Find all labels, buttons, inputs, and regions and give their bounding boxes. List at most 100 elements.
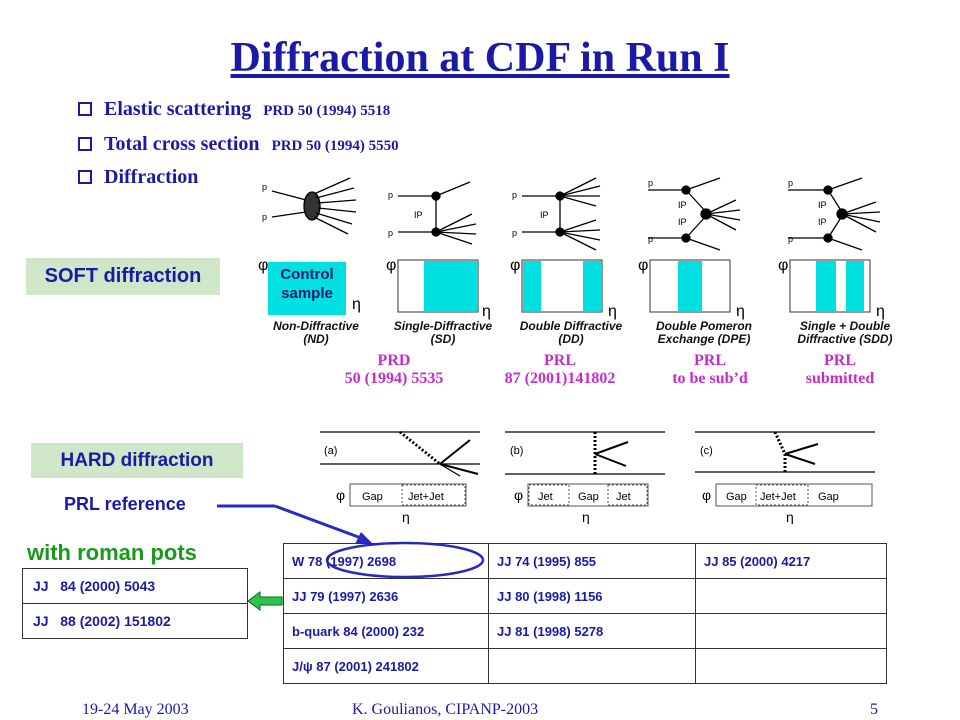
nd-diagram <box>271 177 357 235</box>
svg-text:φ: φ <box>638 257 648 274</box>
svg-text:IP: IP <box>818 217 827 227</box>
dd-shaded-bin-left <box>523 261 541 311</box>
table-cell <box>488 648 696 684</box>
svg-text:Jet+Jet: Jet+Jet <box>760 491 796 503</box>
table-cell: JJ 81 (1998) 5278 <box>488 613 696 649</box>
table-row: W 78 (1997) 2698 JJ 74 (1995) 855 JJ 85 … <box>283 543 887 579</box>
svg-text:p: p <box>788 178 793 188</box>
sd-shaded-bin <box>424 261 477 311</box>
svg-text:p: p <box>648 178 653 188</box>
svg-text:IP: IP <box>540 210 549 220</box>
control-line2: sample <box>281 285 333 302</box>
reference-table: W 78 (1997) 2698 JJ 74 (1995) 855 JJ 85 … <box>283 543 887 684</box>
bullet-text: Total cross section <box>104 133 260 155</box>
svg-text:p: p <box>388 228 393 238</box>
bullet-text: Diffraction <box>104 166 199 188</box>
table-cell: JJ 84 (2000) 5043 <box>22 568 248 604</box>
svg-text:η: η <box>736 303 745 320</box>
nd-eta-symbol: η <box>352 296 361 313</box>
soft-ref-dd: PRL 87 (2001)141802 <box>504 352 616 387</box>
svg-text:η: η <box>876 303 885 320</box>
svg-text:φ: φ <box>514 487 523 503</box>
svg-text:Gap: Gap <box>578 491 599 503</box>
roman-pots-table: JJ 84 (2000) 5043 JJ 88 (2002) 151802 <box>22 568 248 639</box>
table-row: J/ψ 87 (2001) 241802 <box>283 648 887 684</box>
table-cell: J/ψ 87 (2001) 241802 <box>283 648 489 684</box>
svg-text:IP: IP <box>818 200 827 210</box>
svg-text:p: p <box>262 212 267 222</box>
sdd-shaded-bin-right <box>846 261 864 311</box>
svg-text:Jet: Jet <box>616 491 631 503</box>
with-roman-pots-label: with roman pots <box>27 540 197 565</box>
soft-diffraction-label: SOFT diffraction <box>26 258 220 295</box>
svg-text:Gap: Gap <box>818 491 839 503</box>
svg-text:(a): (a) <box>324 445 337 457</box>
dpe-shaded-bin <box>678 261 702 311</box>
sd-diagram <box>398 181 477 245</box>
soft-diffraction-diagrams: p p p p IP p p IP p p IP IP p p IP IP φ … <box>258 177 885 320</box>
checkbox-bullet-icon <box>78 102 92 116</box>
table-cell <box>695 613 887 649</box>
svg-text:IP: IP <box>678 200 687 210</box>
svg-text:Gap: Gap <box>726 491 747 503</box>
svg-text:η: η <box>402 509 410 524</box>
hard-diffraction-diagrams: (a) (b) (c) Gap Jet+Jet Jet Gap Jet Gap … <box>320 430 875 524</box>
label-dpe: Double Pomeron Exchange (DPE) <box>655 319 752 346</box>
label-nd: Non-Diffractive (ND) <box>273 319 359 346</box>
soft-ref-dpe: PRL to be sub’d <box>672 352 748 387</box>
svg-text:φ: φ <box>258 257 268 274</box>
svg-text:p: p <box>388 190 393 200</box>
svg-text:IP: IP <box>678 217 687 227</box>
table-cell: JJ 88 (2002) 151802 <box>22 603 248 639</box>
svg-text:p: p <box>788 234 793 244</box>
table-cell: JJ 80 (1998) 1156 <box>488 578 696 614</box>
bullet-ref: PRD 50 (1994) 5550 <box>271 138 399 154</box>
svg-text:φ: φ <box>778 257 788 274</box>
svg-text:φ: φ <box>510 257 520 274</box>
table-row: b-quark 84 (2000) 232 JJ 81 (1998) 5278 <box>283 613 887 649</box>
soft-ref-sdd: PRL submitted <box>805 352 875 387</box>
table-cell <box>695 578 887 614</box>
bullet-diffraction: Diffraction <box>78 166 198 189</box>
svg-text:φ: φ <box>336 487 345 503</box>
table-cell: JJ 74 (1995) 855 <box>488 543 696 579</box>
label-dd: Double Diffractive (DD) <box>519 319 623 346</box>
control-line1: Control <box>280 266 334 283</box>
footer-page-number: 5 <box>870 701 878 718</box>
svg-text:p: p <box>262 182 267 192</box>
soft-ref-sd: PRD 50 (1994) 5535 <box>344 352 444 387</box>
table-cell: JJ 85 (2000) 4217 <box>695 543 887 579</box>
svg-text:Gap: Gap <box>362 491 383 503</box>
svg-text:Jet+Jet: Jet+Jet <box>408 491 444 503</box>
table-cell <box>695 648 887 684</box>
svg-text:η: η <box>786 509 794 524</box>
hard-diffraction-label: HARD diffraction <box>31 443 243 478</box>
table-cell: b-quark 84 (2000) 232 <box>283 613 489 649</box>
table-row: JJ 79 (1997) 2636 JJ 80 (1998) 1156 <box>283 578 887 614</box>
sdd-shaded-bin-left <box>816 261 836 311</box>
bullet-total: Total cross section PRD 50 (1994) 5550 <box>78 133 399 156</box>
sdd-diagram <box>788 177 881 251</box>
svg-text:p: p <box>512 228 517 238</box>
svg-text:p: p <box>648 234 653 244</box>
svg-text:(c): (c) <box>700 445 713 457</box>
svg-text:IP: IP <box>414 210 423 220</box>
checkbox-bullet-icon <box>78 170 92 184</box>
dd-shaded-bin-right <box>583 261 601 311</box>
svg-text:Jet: Jet <box>538 491 553 503</box>
dd-diagram <box>522 177 601 251</box>
table-cell: JJ 79 (1997) 2636 <box>283 578 489 614</box>
svg-text:η: η <box>482 303 491 320</box>
checkbox-bullet-icon <box>78 137 92 151</box>
bullet-text: Elastic scattering <box>104 98 252 120</box>
prl-reference-arrow-icon <box>217 504 373 544</box>
bullet-ref: PRD 50 (1994) 5518 <box>263 103 391 119</box>
footer-date: 19-24 May 2003 <box>82 701 189 718</box>
dpe-diagram <box>648 177 741 251</box>
control-sample-box: Control sample <box>268 262 346 315</box>
svg-text:(b): (b) <box>510 445 523 457</box>
svg-text:φ: φ <box>386 257 396 274</box>
svg-text:φ: φ <box>702 487 711 503</box>
label-sdd: Single + Double Diffractive (SDD) <box>797 319 893 346</box>
page-title: Diffraction at CDF in Run I <box>230 35 730 81</box>
